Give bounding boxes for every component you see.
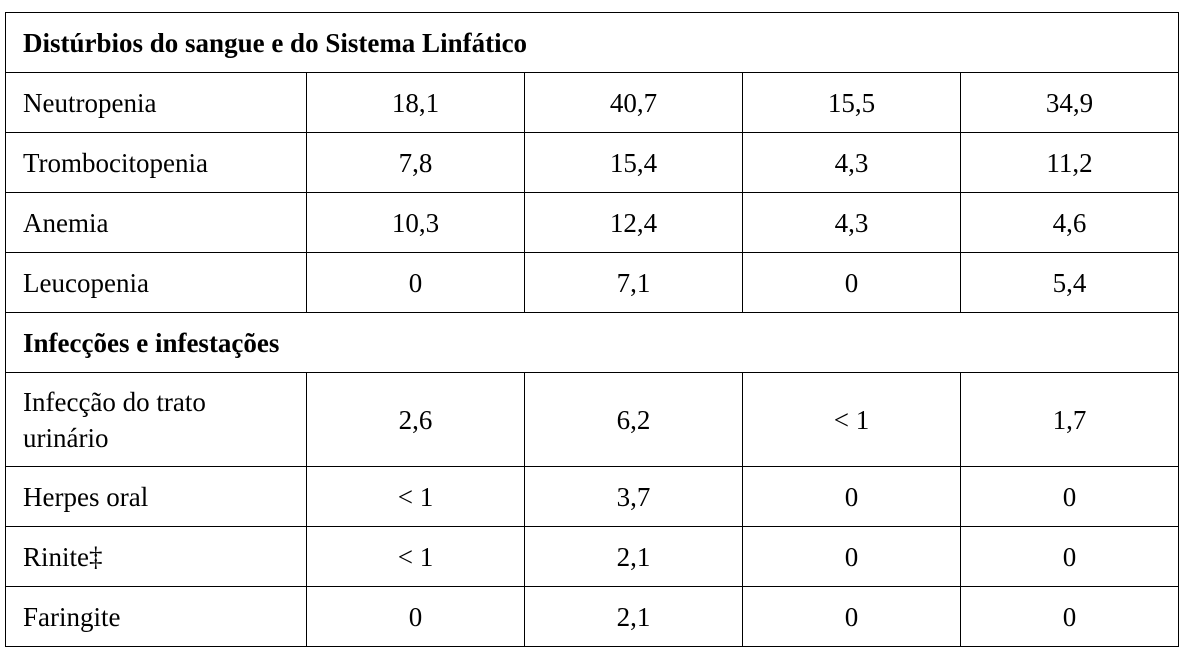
row-label: Herpes oral xyxy=(5,466,307,527)
table-cell: 7,1 xyxy=(524,252,743,313)
row-label: Leucopenia xyxy=(5,252,307,313)
table-cell: 12,4 xyxy=(524,192,743,253)
row-label: Faringite xyxy=(5,586,307,647)
table-cell: 0 xyxy=(959,586,1180,647)
table-cell: 4,3 xyxy=(742,132,961,193)
table-row: Trombocitopenia 7,8 15,4 4,3 11,2 xyxy=(5,132,1180,193)
table-cell: 6,2 xyxy=(524,372,743,467)
table-cell: 11,2 xyxy=(959,132,1180,193)
table-cell: 1,7 xyxy=(959,372,1180,467)
table-row: Rinite‡ < 1 2,1 0 0 xyxy=(5,526,1180,587)
table-cell: 4,3 xyxy=(742,192,961,253)
table-cell: 0 xyxy=(959,466,1180,527)
table-cell: 34,9 xyxy=(959,72,1180,133)
row-label: Infecção do trato urinário xyxy=(5,372,307,467)
table-cell: 2,1 xyxy=(524,586,743,647)
table-cell: 2,1 xyxy=(524,526,743,587)
table-cell: 0 xyxy=(742,466,961,527)
row-label: Anemia xyxy=(5,192,307,253)
table-cell: 18,1 xyxy=(306,72,525,133)
table-row: Anemia 10,3 12,4 4,3 4,6 xyxy=(5,192,1180,253)
table-cell: 7,8 xyxy=(306,132,525,193)
table-cell: 3,7 xyxy=(524,466,743,527)
table-cell: 0 xyxy=(742,586,961,647)
table-row: Leucopenia 0 7,1 0 5,4 xyxy=(5,252,1180,313)
table-cell: 10,3 xyxy=(306,192,525,253)
table-cell: 4,6 xyxy=(959,192,1180,253)
table-cell: 0 xyxy=(306,252,525,313)
table-cell: 15,5 xyxy=(742,72,961,133)
row-label: Trombocitopenia xyxy=(5,132,307,193)
table-cell: 15,4 xyxy=(524,132,743,193)
adverse-events-table: Distúrbios do sangue e do Sistema Linfát… xyxy=(4,12,1180,647)
row-label: Neutropenia xyxy=(5,72,307,133)
section-header-row: Distúrbios do sangue e do Sistema Linfát… xyxy=(4,12,1180,73)
table-row: Infecção do trato urinário 2,6 6,2 < 1 1… xyxy=(5,372,1180,467)
table-row: Faringite 0 2,1 0 0 xyxy=(5,586,1180,647)
section-title: Distúrbios do sangue e do Sistema Linfát… xyxy=(4,12,1180,73)
table-cell: < 1 xyxy=(742,372,961,467)
section-header-row: Infecções e infestações xyxy=(4,312,1180,373)
table-cell: 2,6 xyxy=(306,372,525,467)
table-cell: 0 xyxy=(959,526,1180,587)
table-cell: 0 xyxy=(306,586,525,647)
row-label: Rinite‡ xyxy=(5,526,307,587)
table-cell: 0 xyxy=(742,526,961,587)
table-cell: < 1 xyxy=(306,526,525,587)
section-title: Infecções e infestações xyxy=(4,312,1180,373)
row-label-line: urinário xyxy=(23,422,109,453)
table-row: Neutropenia 18,1 40,7 15,5 34,9 xyxy=(5,72,1180,133)
table-cell: 0 xyxy=(742,252,961,313)
table-row: Herpes oral < 1 3,7 0 0 xyxy=(5,466,1180,527)
table-cell: 40,7 xyxy=(524,72,743,133)
table-cell: < 1 xyxy=(306,466,525,527)
row-label-line: Infecção do trato xyxy=(23,386,206,417)
table-cell: 5,4 xyxy=(959,252,1180,313)
